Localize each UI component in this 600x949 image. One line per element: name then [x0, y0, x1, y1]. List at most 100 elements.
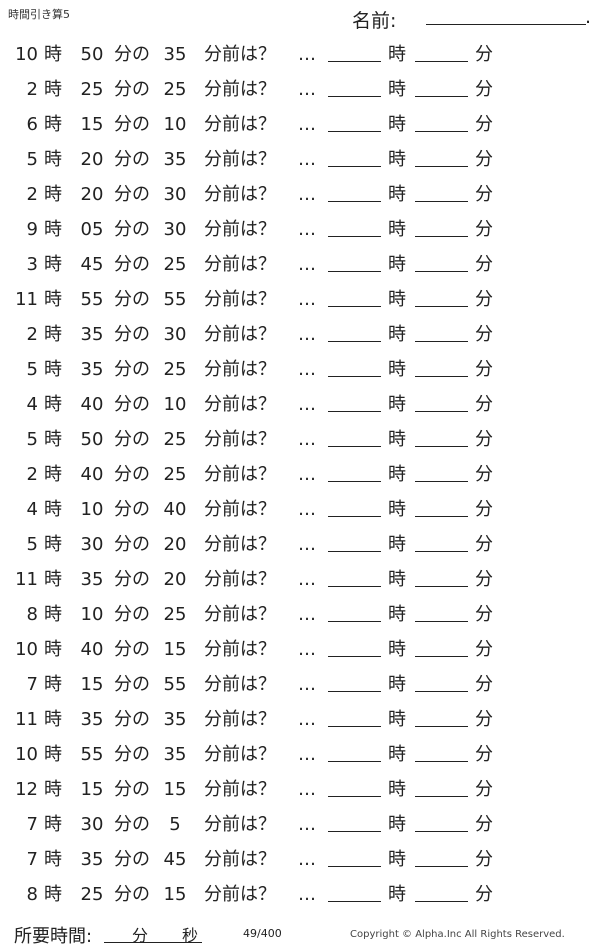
min-before-label: 分前は？	[204, 779, 276, 800]
problem-hour: 10	[15, 639, 38, 660]
answer-hour-field[interactable]	[328, 236, 381, 237]
hour-label: 時	[44, 429, 62, 450]
answer-minute-field[interactable]	[415, 201, 468, 202]
answer-hour-field[interactable]	[328, 866, 381, 867]
answer-minute-label: 分	[475, 289, 493, 310]
answer-minute-field[interactable]	[415, 446, 468, 447]
answer-minute-field[interactable]	[415, 831, 468, 832]
answer-minute-label: 分	[475, 814, 493, 835]
answer-hour-field[interactable]	[328, 831, 381, 832]
problem-minute: 55	[80, 289, 104, 310]
answer-minute-field[interactable]	[415, 131, 468, 132]
answer-minute-field[interactable]	[415, 551, 468, 552]
answer-minute-field[interactable]	[415, 866, 468, 867]
problem-row: 10 時 40 分の 15 分前は？ … 時 分	[0, 639, 600, 674]
answer-minute-field[interactable]	[415, 166, 468, 167]
hour-label: 時	[44, 884, 62, 905]
answer-minute-field[interactable]	[415, 656, 468, 657]
answer-hour-label: 時	[388, 79, 406, 100]
answer-minute-field[interactable]	[415, 96, 468, 97]
answer-minute-label: 分	[475, 184, 493, 205]
minutes-before: 30	[163, 324, 187, 345]
answer-minute-field[interactable]	[415, 341, 468, 342]
min-of-label: 分の	[114, 849, 150, 870]
answer-hour-field[interactable]	[328, 691, 381, 692]
min-before-label: 分前は？	[204, 499, 276, 520]
min-before-label: 分前は？	[204, 289, 276, 310]
answer-hour-field[interactable]	[328, 796, 381, 797]
answer-minute-field[interactable]	[415, 726, 468, 727]
min-of-label: 分の	[114, 149, 150, 170]
answer-hour-field[interactable]	[328, 516, 381, 517]
answer-minute-field[interactable]	[415, 271, 468, 272]
answer-hour-field[interactable]	[328, 586, 381, 587]
name-field[interactable]	[426, 24, 586, 25]
problem-minute: 15	[80, 114, 104, 135]
ellipsis: …	[298, 779, 316, 800]
ellipsis: …	[298, 604, 316, 625]
answer-minute-field[interactable]	[415, 761, 468, 762]
answer-hour-field[interactable]	[328, 761, 381, 762]
answer-hour-field[interactable]	[328, 376, 381, 377]
answer-hour-field[interactable]	[328, 61, 381, 62]
answer-minute-field[interactable]	[415, 691, 468, 692]
minutes-before: 30	[163, 219, 187, 240]
answer-hour-field[interactable]	[328, 446, 381, 447]
answer-minute-field[interactable]	[415, 481, 468, 482]
minutes-before: 40	[163, 499, 187, 520]
hour-label: 時	[44, 779, 62, 800]
required-sec-label: 秒	[182, 926, 199, 945]
required-time-field[interactable]: 分 秒	[104, 922, 202, 945]
minutes-before: 5	[169, 814, 181, 835]
answer-hour-field[interactable]	[328, 411, 381, 412]
problem-hour: 5	[26, 429, 38, 450]
minutes-before: 25	[163, 254, 187, 275]
problem-hour: 10	[15, 744, 38, 765]
answer-hour-field[interactable]	[328, 341, 381, 342]
ellipsis: …	[298, 114, 316, 135]
answer-hour-field[interactable]	[328, 271, 381, 272]
answer-minute-field[interactable]	[415, 901, 468, 902]
answer-hour-field[interactable]	[328, 551, 381, 552]
answer-minute-label: 分	[475, 324, 493, 345]
min-before-label: 分前は？	[204, 604, 276, 625]
answer-minute-field[interactable]	[415, 516, 468, 517]
answer-hour-field[interactable]	[328, 901, 381, 902]
answer-hour-field[interactable]	[328, 621, 381, 622]
minutes-before: 30	[163, 184, 187, 205]
answer-hour-field[interactable]	[328, 201, 381, 202]
answer-minute-field[interactable]	[415, 796, 468, 797]
problem-row: 2 時 20 分の 30 分前は？… 時分	[0, 184, 600, 219]
problem-row: 11 時 55 分の 55 分前は？ … 時 分	[0, 289, 600, 324]
problem-row: 4 時 10 分の 40 分前は？… 時分	[0, 499, 600, 534]
answer-hour-field[interactable]	[328, 131, 381, 132]
hour-label: 時	[44, 814, 62, 835]
problem-minute: 25	[80, 884, 104, 905]
answer-hour-field[interactable]	[328, 656, 381, 657]
min-of-label: 分の	[114, 114, 150, 135]
answer-minute-field[interactable]	[415, 236, 468, 237]
answer-hour-label: 時	[388, 639, 406, 660]
answer-hour-field[interactable]	[328, 306, 381, 307]
answer-minute-field[interactable]	[415, 411, 468, 412]
answer-hour-field[interactable]	[328, 481, 381, 482]
hour-label: 時	[44, 674, 62, 695]
minutes-before: 10	[163, 394, 187, 415]
min-before-label: 分前は？	[204, 44, 276, 65]
hour-label: 時	[44, 114, 62, 135]
min-of-label: 分の	[114, 429, 150, 450]
ellipsis: …	[298, 464, 316, 485]
answer-minute-field[interactable]	[415, 61, 468, 62]
min-before-label: 分前は？	[204, 184, 276, 205]
problem-row: 4 時 40 分の 10 分前は？… 時分	[0, 394, 600, 429]
answer-minute-field[interactable]	[415, 621, 468, 622]
answer-hour-field[interactable]	[328, 166, 381, 167]
min-before-label: 分前は？	[204, 219, 276, 240]
answer-hour-field[interactable]	[328, 726, 381, 727]
answer-minute-field[interactable]	[415, 376, 468, 377]
answer-minute-field[interactable]	[415, 586, 468, 587]
answer-hour-field[interactable]	[328, 96, 381, 97]
answer-hour-label: 時	[388, 254, 406, 275]
answer-minute-field[interactable]	[415, 306, 468, 307]
answer-minute-label: 分	[475, 849, 493, 870]
